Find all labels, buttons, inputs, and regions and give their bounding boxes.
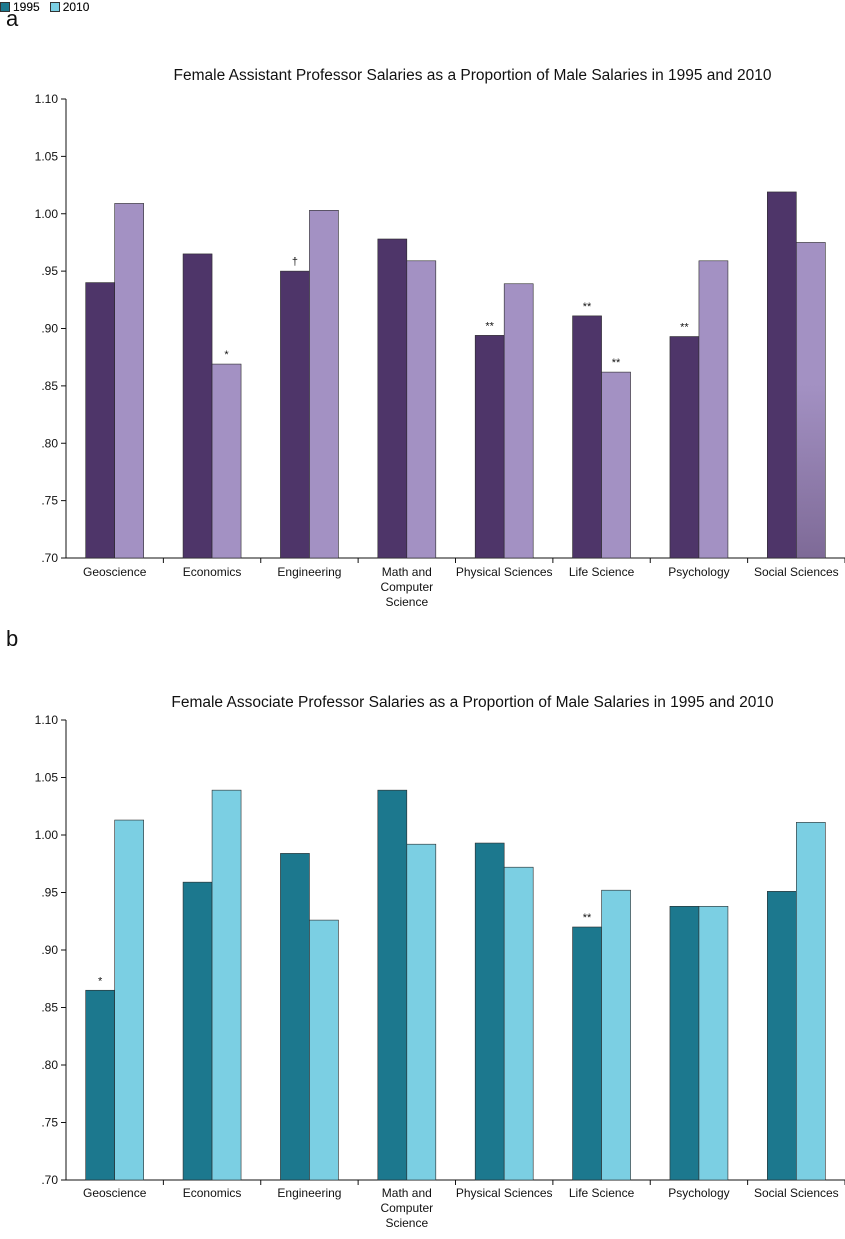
bar-1995 — [377, 238, 408, 559]
bar-2010 — [114, 203, 144, 559]
legend-swatch-2010 — [49, 2, 60, 12]
bar-2010 — [503, 866, 534, 1181]
category-label: Psychology — [668, 1186, 729, 1200]
y-tick-label: .95 — [41, 886, 58, 900]
significance-marker: ** — [485, 320, 494, 332]
bar-1995 — [474, 842, 505, 1181]
y-tick-label: .70 — [41, 1173, 58, 1187]
bar-2010 — [211, 789, 242, 1181]
significance-marker: † — [292, 256, 298, 268]
bar-1995 — [377, 789, 408, 1181]
y-tick-label: .90 — [41, 943, 58, 957]
chart-title: Female Assistant Professor Salaries as a… — [174, 67, 772, 84]
bar-1995 — [572, 926, 602, 1181]
bar-1995 — [767, 891, 797, 1181]
bar-1995 — [182, 253, 213, 559]
legend-label-1995: 1995 — [13, 0, 40, 14]
legend-swatch-1995 — [0, 2, 10, 12]
bar-2010 — [796, 822, 826, 1181]
y-tick-label: .70 — [41, 551, 58, 565]
y-tick-label: .75 — [41, 1116, 58, 1130]
significance-marker: * — [98, 975, 103, 987]
bar-2010 — [309, 919, 339, 1181]
significance-marker: ** — [680, 322, 689, 334]
category-label: Social Sciences — [754, 565, 839, 579]
chart-b: Female Associate Professor Salaries as a… — [35, 694, 845, 1230]
bar-2010 — [406, 843, 437, 1181]
bar-2010 — [211, 363, 242, 559]
bar-2010 — [698, 260, 729, 559]
legend-label-2010: 2010 — [62, 0, 90, 14]
bar-2010 — [601, 371, 631, 559]
bar-1995 — [669, 336, 700, 559]
panel-label-a: a — [6, 6, 19, 31]
category-label: Life Science — [569, 1186, 635, 1200]
significance-marker: ** — [583, 301, 592, 313]
y-tick-label: 1.00 — [35, 207, 59, 221]
bar-2010 — [114, 819, 144, 1181]
bar-2010 — [406, 260, 437, 559]
y-tick-label: 1.05 — [35, 771, 59, 785]
y-tick-label: .75 — [41, 494, 58, 508]
category-label: Geoscience — [83, 565, 147, 579]
legend-label-2010: 2010 — [62, 0, 90, 14]
bar-2010 — [601, 889, 631, 1181]
bar-1995 — [767, 191, 797, 559]
category-label: Psychology — [668, 565, 729, 579]
y-tick-label: 1.00 — [35, 828, 59, 842]
category-label: Economics — [183, 1186, 242, 1200]
y-tick-label: 1.10 — [35, 713, 59, 727]
legend-item-2010: 2010 — [49, 0, 90, 14]
legend-b: 1995 2010 — [0, 0, 99, 14]
category-label: Math and Computer Science — [380, 1186, 433, 1230]
category-label: Engineering — [277, 565, 341, 579]
y-tick-label: 1.05 — [35, 149, 59, 163]
y-tick-label: .80 — [41, 1058, 58, 1072]
panel-b: b — [0, 620, 845, 1239]
significance-marker: ** — [612, 357, 621, 369]
bar-1995 — [280, 270, 310, 559]
bar-2010 — [503, 283, 534, 559]
bar-2010 — [796, 242, 826, 559]
bar-1995 — [474, 335, 505, 559]
legend-item-1995: 1995 — [0, 0, 40, 14]
chart-title: Female Associate Professor Salaries as a… — [171, 694, 774, 711]
category-label: Social Sciences — [754, 1186, 839, 1200]
chart-a: Female Assistant Professor Salaries as a… — [35, 67, 845, 609]
bar-1995 — [182, 881, 213, 1181]
panel-a: a — [6, 6, 19, 31]
bar-2010 — [698, 905, 729, 1181]
category-label: Economics — [183, 565, 242, 579]
category-label: Physical Sciences — [456, 565, 553, 579]
legend-label-1995: 1995 — [13, 0, 40, 14]
category-label: Physical Sciences — [456, 1186, 553, 1200]
bar-1995 — [85, 282, 115, 559]
y-tick-label: 1.10 — [35, 92, 59, 106]
bar-1995 — [85, 989, 115, 1181]
y-tick-label: .90 — [41, 322, 58, 336]
y-tick-label: .80 — [41, 436, 58, 450]
bar-1995 — [280, 853, 310, 1181]
y-tick-label: .95 — [41, 264, 58, 278]
bar-1995 — [572, 315, 602, 559]
category-label: Math and Computer Science — [380, 565, 433, 609]
y-tick-label: .85 — [41, 379, 58, 393]
y-tick-label: .85 — [41, 1001, 58, 1015]
category-label: Geoscience — [83, 1186, 147, 1200]
category-label: Life Science — [569, 565, 635, 579]
panel-label-b: b — [6, 626, 19, 651]
bar-2010 — [309, 210, 339, 559]
bar-1995 — [669, 905, 700, 1181]
category-label: Engineering — [277, 1186, 341, 1200]
significance-marker: ** — [583, 912, 592, 924]
significance-marker: * — [224, 349, 229, 361]
